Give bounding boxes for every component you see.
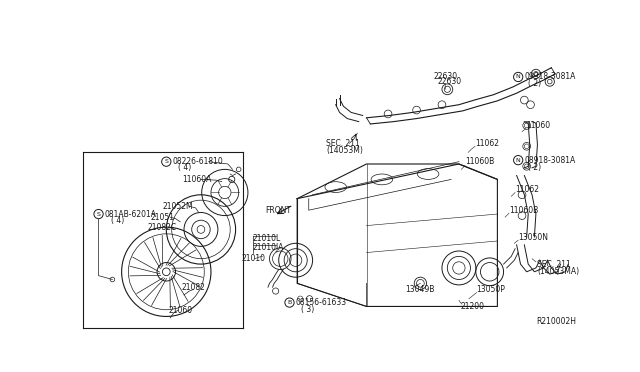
Text: 21200: 21200: [460, 302, 484, 311]
Text: 11062: 11062: [515, 185, 539, 194]
Text: 13049B: 13049B: [405, 285, 435, 294]
Text: 08226-61810: 08226-61810: [172, 157, 223, 166]
Text: 21010JA: 21010JA: [253, 243, 284, 253]
Text: 21010L: 21010L: [253, 234, 281, 243]
Text: 09918-3081A: 09918-3081A: [524, 73, 576, 81]
Text: 11062: 11062: [475, 139, 499, 148]
Text: 08156-61633: 08156-61633: [296, 298, 347, 307]
Text: 13050N: 13050N: [518, 232, 548, 242]
Text: 11060B: 11060B: [465, 157, 494, 166]
Text: (14053MA): (14053MA): [538, 266, 580, 276]
Text: 13050P: 13050P: [477, 285, 506, 294]
Text: 081AB-6201A: 081AB-6201A: [105, 209, 157, 218]
Text: 22630: 22630: [437, 77, 461, 86]
Text: 11060: 11060: [526, 121, 550, 130]
Text: 11060A: 11060A: [182, 175, 212, 184]
Text: 08918-3081A: 08918-3081A: [524, 155, 575, 165]
Text: 21082C: 21082C: [147, 224, 176, 232]
Text: 21051: 21051: [151, 213, 175, 222]
Text: 21060: 21060: [168, 306, 193, 315]
Text: 21082: 21082: [182, 283, 205, 292]
Text: SEC. 211: SEC. 211: [326, 139, 360, 148]
Text: 11060B: 11060B: [509, 206, 538, 215]
Text: ( 3): ( 3): [301, 305, 314, 314]
Text: ( 2): ( 2): [528, 79, 541, 89]
Text: 21052M: 21052M: [163, 202, 193, 211]
Text: (14053M): (14053M): [326, 145, 364, 155]
Text: SEC. 211: SEC. 211: [538, 260, 571, 269]
Text: B: B: [287, 300, 292, 305]
Text: S: S: [97, 212, 100, 217]
Text: FRONT: FRONT: [265, 206, 291, 215]
Text: 22630: 22630: [433, 73, 458, 81]
Text: ( 4): ( 4): [111, 217, 124, 225]
Text: N: N: [516, 74, 520, 80]
Text: 21010: 21010: [242, 254, 266, 263]
Text: ( 4): ( 4): [178, 163, 191, 172]
Text: S: S: [164, 159, 168, 164]
Text: R210002H: R210002H: [536, 317, 576, 326]
Text: N: N: [516, 158, 520, 163]
Text: ( 2): ( 2): [528, 163, 541, 171]
